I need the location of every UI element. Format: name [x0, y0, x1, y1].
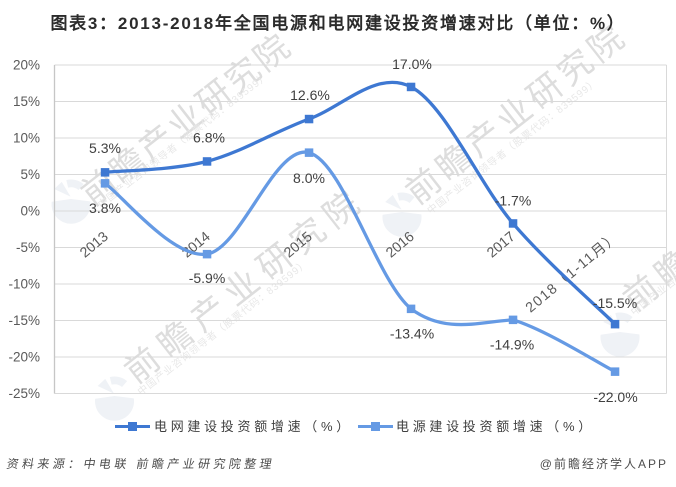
svg-text:0%: 0% [20, 204, 40, 219]
svg-text:-15.5%: -15.5% [593, 295, 637, 311]
svg-text:-14.9%: -14.9% [490, 337, 534, 353]
svg-text:电源建设投资额增速（%）: 电源建设投资额增速（%） [396, 419, 595, 434]
svg-text:-10%: -10% [8, 277, 40, 292]
svg-text:8.0%: 8.0% [293, 170, 325, 186]
svg-text:图表3：2013-2018年全国电源和电网建设投资增速对比（: 图表3：2013-2018年全国电源和电网建设投资增速对比（单位：%） [50, 13, 625, 33]
svg-text:-20%: -20% [8, 350, 40, 365]
svg-text:电网建设投资额增速（%）: 电网建设投资额增速（%） [154, 419, 353, 434]
svg-text:-5.9%: -5.9% [189, 270, 226, 286]
svg-text:15%: 15% [13, 94, 40, 109]
svg-text:20%: 20% [13, 58, 40, 73]
svg-text:-13.4%: -13.4% [390, 326, 434, 342]
svg-text:@前瞻经济学人APP: @前瞻经济学人APP [540, 456, 668, 471]
svg-text:10%: 10% [13, 131, 40, 146]
svg-text:5.3%: 5.3% [89, 140, 121, 156]
svg-text:6.8%: 6.8% [193, 130, 225, 146]
svg-text:-5%: -5% [16, 240, 40, 255]
svg-text:17.0%: 17.0% [392, 56, 432, 72]
svg-text:-15%: -15% [8, 313, 40, 328]
svg-text:-25%: -25% [8, 386, 40, 401]
svg-text:12.6%: 12.6% [290, 87, 330, 103]
svg-text:-22.0%: -22.0% [593, 389, 637, 405]
svg-text:3.8%: 3.8% [89, 200, 121, 216]
svg-text:资料来源：中电联 前瞻产业研究院整理: 资料来源：中电联 前瞻产业研究院整理 [5, 456, 276, 471]
svg-text:-1.7%: -1.7% [495, 193, 532, 209]
svg-text:5%: 5% [20, 167, 40, 182]
